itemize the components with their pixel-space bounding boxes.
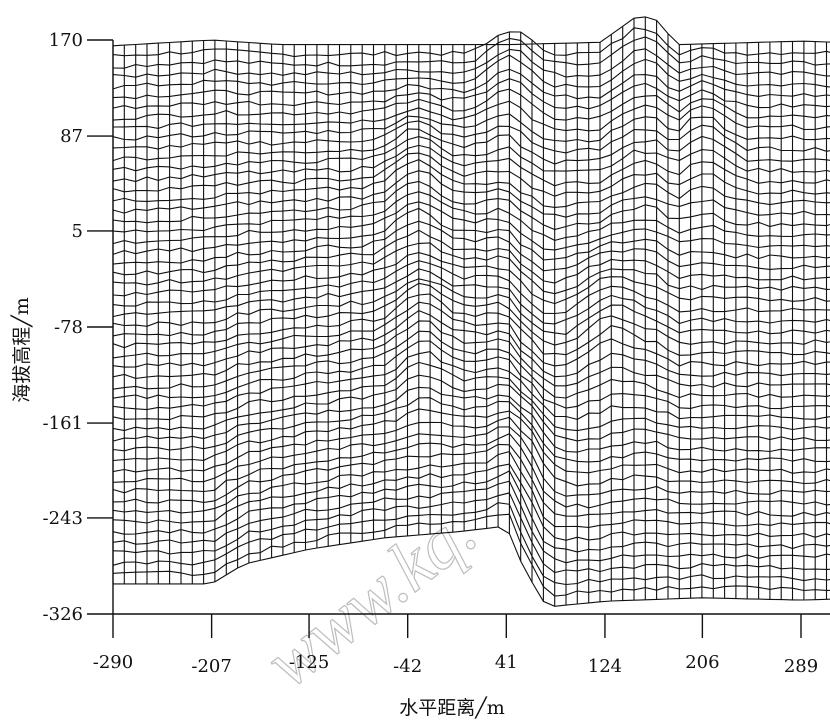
mesh-row-line [112,144,830,187]
x-tick-label: -42 [393,656,422,677]
y-tick-label: -78 [54,317,83,338]
mesh-row-line [112,386,830,453]
y-tick-label: -243 [43,508,83,529]
x-tick-label: 124 [588,656,622,677]
mesh-row-line [112,48,830,78]
surface-mesh [112,16,830,607]
y-tick-label: 87 [60,126,83,147]
mesh-row-line [112,113,830,143]
mesh-row-line [112,27,830,58]
x-axis-label: 水平距离╱m [399,696,504,719]
x-tick-label: 289 [784,656,818,677]
x-tick-label: 41 [495,652,518,673]
mesh-row-line [112,152,830,197]
mesh-row-line [112,120,830,154]
mesh-row-line [112,16,830,47]
y-tick-label: -161 [43,413,83,434]
x-tick-label: -125 [289,652,329,673]
y-tick-label: 170 [49,30,83,51]
x-tick-label: -290 [93,652,133,673]
x-tick-label: 206 [685,652,719,673]
x-tick-label: -207 [191,656,231,677]
mesh-row-line [112,397,830,463]
mesh-row-line [112,68,830,100]
y-axis-label: 海拔高程╱m [10,297,33,402]
y-tick-label: 5 [72,221,83,242]
x-ticks: -290 -207 -125 -42 41 124 206 289 [93,614,818,677]
mesh-row-line [112,229,830,284]
mesh-row-line [112,207,830,261]
y-tick-label: -326 [43,604,83,625]
mesh-row-line [112,158,830,208]
mesh-row-line [112,282,830,346]
mesh-row-line [112,191,830,241]
y-ticks: 170 87 5 -78 -161 -243 -326 [43,30,113,625]
mesh-row-line [112,340,830,410]
